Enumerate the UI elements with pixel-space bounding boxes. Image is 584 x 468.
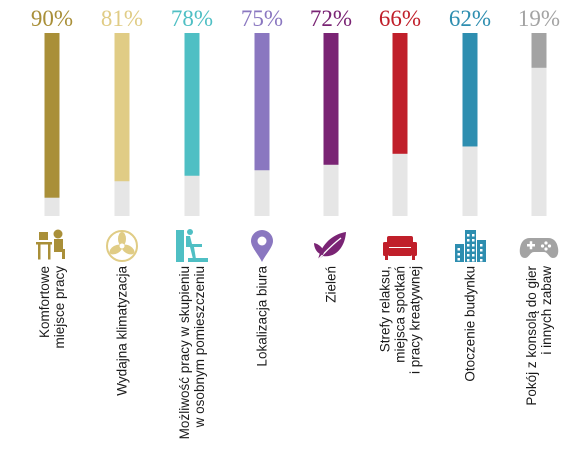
category-label-buildings: Otoczenie budynku bbox=[463, 266, 478, 382]
category-label-map-pin: Lokalizacja biura bbox=[255, 266, 270, 367]
category-label-gamepad: Pokój z konsolą do gieri innych zabaw bbox=[524, 266, 554, 406]
category-label-sofa: Strefy relaksu,miejsca spotkańi pracy kr… bbox=[378, 266, 423, 374]
value-label-leaf: 72% bbox=[310, 6, 352, 31]
category-label-desk-worker: Komfortowemiejsce pracy bbox=[37, 266, 67, 349]
value-label-private-room: 78% bbox=[171, 6, 213, 31]
value-label-gamepad: 19% bbox=[518, 6, 560, 31]
fan-icon bbox=[106, 230, 138, 262]
bar-leaf bbox=[323, 33, 339, 165]
value-label-desk-worker: 90% bbox=[31, 6, 73, 31]
value-label-sofa: 66% bbox=[379, 6, 421, 31]
bar-desk-worker bbox=[44, 33, 60, 198]
bar-fan bbox=[114, 33, 130, 182]
value-label-fan: 81% bbox=[101, 6, 143, 31]
bar-buildings bbox=[462, 33, 478, 147]
gamepad-icon bbox=[519, 238, 559, 258]
category-label-private-room: Możliwość pracy w skupieniuw osobnym pom… bbox=[177, 266, 207, 439]
bar-track-gamepad bbox=[531, 33, 547, 216]
map-pin-icon bbox=[251, 230, 273, 262]
private-room-icon bbox=[176, 229, 208, 262]
buildings-icon bbox=[455, 230, 486, 262]
bar-sofa bbox=[392, 33, 408, 154]
bar-private-room bbox=[184, 33, 200, 176]
leaf-icon bbox=[314, 232, 346, 263]
value-label-map-pin: 75% bbox=[241, 6, 283, 31]
category-label-fan: Wydajna klimatyzacja bbox=[115, 266, 130, 396]
bar-gamepad bbox=[531, 33, 547, 68]
value-label-buildings: 62% bbox=[449, 6, 491, 31]
desk-worker-icon bbox=[36, 229, 65, 260]
category-label-leaf: Zieleń bbox=[324, 266, 339, 303]
sofa-icon bbox=[383, 236, 417, 260]
bar-map-pin bbox=[254, 33, 270, 171]
